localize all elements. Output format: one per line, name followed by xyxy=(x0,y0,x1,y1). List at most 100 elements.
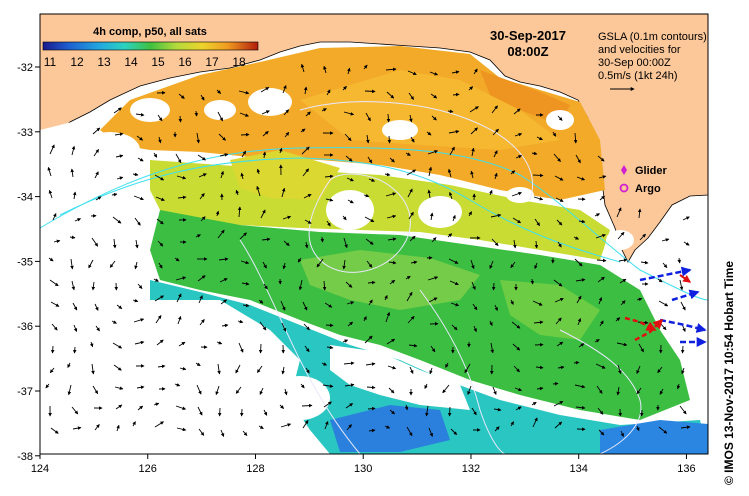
velocity-arrow xyxy=(368,428,376,433)
velocity-arrow xyxy=(471,147,475,157)
velocity-arrow xyxy=(326,345,334,350)
velocity-arrow xyxy=(175,153,182,164)
velocity-arrow xyxy=(619,278,627,284)
velocity-arrow xyxy=(450,428,458,436)
velocity-arrow xyxy=(176,427,187,432)
velocity-arrow xyxy=(303,86,308,95)
velocity-arrow xyxy=(301,146,310,155)
platform-legend: Glider Argo xyxy=(619,165,668,195)
velocity-arrow xyxy=(344,383,355,387)
y-tick-label: -36 xyxy=(17,321,33,333)
colorbar-label: 12 xyxy=(70,55,84,69)
velocity-arrow xyxy=(512,343,521,351)
velocity-arrow xyxy=(72,191,77,200)
velocity-arrow xyxy=(408,343,418,348)
velocity-arrow xyxy=(71,145,76,156)
velocity-arrow xyxy=(235,364,241,374)
velocity-arrow xyxy=(553,153,561,163)
velocity-arrow xyxy=(115,404,123,410)
velocity-arrow xyxy=(510,261,516,269)
velocity-arrow xyxy=(661,238,670,242)
velocity-arrow xyxy=(408,211,414,220)
velocity-arrow xyxy=(676,383,681,390)
velocity-arrow xyxy=(49,279,59,287)
velocity-arrow xyxy=(91,281,96,291)
velocity-arrow xyxy=(447,109,454,114)
velocity-arrow xyxy=(240,172,244,180)
velocity-arrow xyxy=(534,218,540,227)
velocity-arrow xyxy=(493,150,498,158)
glider-marker-icon xyxy=(621,165,627,175)
velocity-arrow xyxy=(406,426,413,437)
velocity-arrow xyxy=(408,92,414,100)
velocity-arrow xyxy=(599,320,604,327)
velocity-arrow xyxy=(342,339,349,343)
velocity-arrow xyxy=(657,366,663,374)
velocity-arrow xyxy=(325,323,334,328)
velocity-arrow xyxy=(555,197,564,202)
x-axis: 124 126 128 130 132 134 136 xyxy=(31,454,696,475)
velocity-arrow xyxy=(431,115,437,121)
velocity-arrow xyxy=(135,239,139,249)
velocity-arrow xyxy=(534,240,539,249)
velocity-arrow xyxy=(261,237,271,242)
velocity-arrow xyxy=(48,189,53,199)
velocity-arrow xyxy=(198,295,203,304)
velocity-arrow xyxy=(114,386,124,390)
velocity-arrow xyxy=(302,420,309,429)
velocity-arrow xyxy=(657,278,663,283)
velocity-arrow xyxy=(71,280,76,291)
velocity-arrow xyxy=(260,209,266,219)
velocity-arrow xyxy=(345,403,354,409)
velocity-arrow xyxy=(216,341,223,345)
velocity-arrow xyxy=(364,89,376,94)
gsla-line-2: and velocities for xyxy=(598,44,681,56)
velocity-arrow xyxy=(112,342,123,349)
velocity-arrow xyxy=(409,366,414,374)
velocity-arrow xyxy=(112,216,122,224)
velocity-arrow xyxy=(221,323,229,328)
velocity-arrow xyxy=(137,157,144,162)
velocity-arrow xyxy=(531,151,538,156)
velocity-arrow xyxy=(346,424,352,431)
velocity-arrow xyxy=(305,111,311,117)
velocity-arrow xyxy=(158,136,162,144)
colorbar-label: 14 xyxy=(124,55,138,69)
velocity-arrow xyxy=(364,216,375,223)
velocity-arrow xyxy=(237,319,244,324)
velocity-arrow xyxy=(683,241,690,246)
velocity-arrow xyxy=(536,136,543,141)
velocity-arrow xyxy=(385,192,397,197)
velocity-arrow xyxy=(304,241,309,249)
velocity-arrow xyxy=(680,425,691,429)
velocity-arrow xyxy=(298,279,303,291)
velocity-arrow xyxy=(155,196,165,201)
velocity-arrow xyxy=(636,365,641,374)
velocity-arrow xyxy=(534,262,538,270)
sst-lightgreen-patch-2 xyxy=(500,280,600,340)
velocity-arrow xyxy=(471,407,477,416)
velocity-arrow xyxy=(197,406,203,416)
velocity-arrow xyxy=(196,132,200,144)
velocity-arrow xyxy=(597,407,604,415)
velocity-arrow xyxy=(365,112,371,122)
glider-tracks xyxy=(624,266,707,347)
velocity-arrow xyxy=(258,343,263,354)
velocity-arrow xyxy=(470,127,478,135)
velocity-arrow xyxy=(217,111,223,122)
velocity-arrow xyxy=(321,108,327,112)
velocity-arrow xyxy=(428,297,438,303)
velocity-arrow xyxy=(240,260,250,265)
velocity-arrow xyxy=(217,229,225,239)
velocity-arrow xyxy=(200,216,206,222)
velocity-arrow xyxy=(598,296,603,305)
velocity-arrow xyxy=(73,324,78,333)
velocity-arrow xyxy=(302,168,309,177)
velocity-arrow xyxy=(304,219,312,224)
velocity-arrow xyxy=(387,135,392,144)
velocity-arrow xyxy=(636,425,640,432)
velocity-arrow xyxy=(554,175,564,181)
velocity-arrow xyxy=(556,219,563,226)
velocity-arrow xyxy=(682,216,690,221)
velocity-arrow xyxy=(176,175,187,180)
